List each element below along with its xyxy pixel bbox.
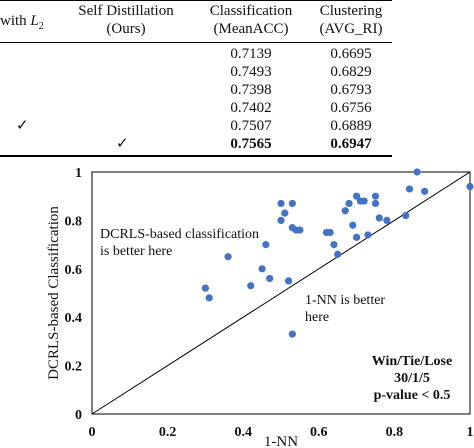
y-tick-label: 0.2 — [65, 360, 83, 375]
header-self-distillation: Self Distillation (Ours) — [78, 3, 174, 37]
data-point — [258, 265, 266, 273]
data-point — [284, 277, 293, 285]
header-clustering: Clustering (AVG_RI) — [319, 3, 383, 37]
data-point — [281, 209, 289, 217]
data-point — [247, 282, 255, 290]
data-point — [353, 192, 361, 200]
data-point — [288, 330, 296, 338]
data-point — [364, 231, 372, 239]
check-mark-with-l2: ✓ — [16, 118, 29, 134]
y-tick-label: 0.4 — [65, 311, 83, 326]
cell-avg-ri: 0.6829 — [330, 64, 372, 80]
data-point — [326, 228, 334, 237]
cell-mean-acc: 0.7565 — [230, 136, 272, 152]
data-point — [205, 294, 213, 302]
table-bottom-rule — [0, 155, 392, 157]
result-counts: 30/1/5 — [394, 371, 430, 386]
data-point — [201, 284, 209, 292]
x-tick-label: 0.2 — [159, 425, 177, 440]
y-tick-label: 0.8 — [65, 214, 83, 229]
cell-mean-acc: 0.7402 — [230, 100, 272, 116]
data-point — [371, 199, 380, 208]
data-points — [201, 168, 474, 338]
data-point — [296, 226, 304, 234]
table-header-rule — [0, 42, 392, 43]
result-win-tie-lose: Win/Tie/Lose — [372, 354, 452, 369]
data-point — [405, 185, 414, 193]
x-tick-label: 0.8 — [386, 425, 404, 440]
cell-mean-acc: 0.7493 — [230, 64, 272, 80]
cell-mean-acc: 0.7398 — [230, 82, 272, 98]
cell-mean-acc: 0.7139 — [230, 46, 272, 62]
data-point — [277, 216, 285, 224]
y-tick-labels: 0 0.2 0.4 0.6 0.8 1 — [65, 166, 83, 423]
annotation-lower-line2: here — [305, 310, 329, 325]
data-point — [413, 168, 421, 176]
plot-frame — [91, 171, 471, 415]
data-point — [345, 199, 353, 208]
x-axis-label: 1-NN — [264, 434, 298, 448]
annotation-lower-line1: 1-NN is better — [305, 293, 385, 308]
result-p-value: p-value < 0.5 — [374, 388, 451, 403]
y-tick-label: 1 — [75, 166, 82, 181]
results-table: with L2 Self Distillation (Ours) Classif… — [0, 0, 474, 160]
x-tick-label: 1 — [467, 425, 474, 440]
cell-mean-acc: 0.7507 — [230, 118, 272, 134]
cell-avg-ri: 0.6793 — [330, 82, 372, 98]
annotation-upper-line1: DCRLS-based classification — [100, 227, 259, 242]
data-point — [383, 216, 391, 224]
data-point — [224, 253, 232, 261]
y-axis-label: DCRLS-based Classification — [46, 206, 62, 380]
data-point — [421, 187, 429, 195]
y-tick-label: 0.6 — [65, 263, 83, 278]
table-top-rule — [0, 0, 392, 1]
data-point — [349, 221, 357, 229]
header-classification: Classification (MeanACC) — [209, 3, 293, 37]
data-point — [466, 182, 474, 191]
x-tick-label: 0.4 — [234, 425, 252, 440]
data-point — [341, 207, 349, 215]
x-tick-label: 0.6 — [310, 425, 328, 440]
data-point — [402, 211, 410, 220]
cell-avg-ri: 0.6947 — [330, 136, 372, 152]
data-point — [375, 214, 383, 222]
data-point — [262, 241, 270, 249]
annotation-upper-line2: is better here — [100, 244, 172, 259]
data-point — [266, 274, 274, 283]
data-point — [330, 241, 338, 249]
cell-avg-ri: 0.6756 — [330, 100, 372, 116]
data-point — [360, 197, 368, 205]
data-point — [371, 192, 380, 200]
data-point — [277, 199, 285, 208]
x-tick-label: 0 — [89, 425, 96, 440]
x-tick-labels: 0 0.2 0.4 0.6 0.8 1 — [89, 425, 474, 440]
header-with-l2: with L2 — [0, 13, 44, 32]
cell-avg-ri: 0.6889 — [330, 118, 372, 134]
check-mark-self-distillation: ✓ — [116, 136, 129, 152]
data-point — [288, 199, 296, 208]
data-point — [353, 233, 361, 241]
cell-avg-ri: 0.6695 — [330, 46, 372, 62]
data-point — [334, 250, 342, 258]
y-tick-label: 0 — [75, 408, 82, 423]
scatter-chart: 0 0.2 0.4 0.6 0.8 1 0 0.2 0.4 0.6 0.8 1 1-NN DCRLS… — [46, 166, 474, 448]
